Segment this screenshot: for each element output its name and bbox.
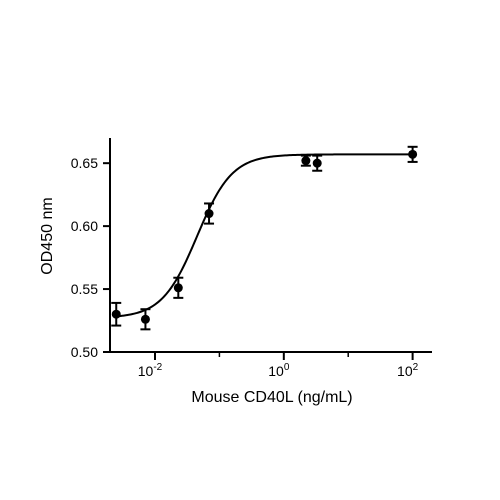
x-tick-label: 102 xyxy=(397,362,419,379)
axes xyxy=(109,138,432,353)
data-point xyxy=(408,149,418,159)
y-ticks: 0.50 0.55 0.60 0.65 xyxy=(71,155,110,360)
y-tick-label: 0.60 xyxy=(71,218,98,234)
y-tick-label: 0.50 xyxy=(71,344,98,360)
data-point xyxy=(204,209,214,219)
data-point xyxy=(312,158,322,168)
x-ticks: 10-2 100 102 xyxy=(138,352,419,379)
x-tick-label: 10-2 xyxy=(138,362,163,379)
fit-curve xyxy=(116,153,413,318)
data-point xyxy=(301,156,311,166)
y-axis-label: OD450 nm xyxy=(39,197,56,274)
data-point xyxy=(111,309,121,319)
plot-area xyxy=(111,145,418,331)
x-tick-label: 100 xyxy=(268,362,290,379)
x-axis-label: Mouse CD40L (ng/mL) xyxy=(191,389,352,406)
data-point xyxy=(173,283,183,293)
y-tick-label: 0.55 xyxy=(71,281,98,297)
data-point xyxy=(140,314,150,324)
y-tick-label: 0.65 xyxy=(71,155,98,171)
